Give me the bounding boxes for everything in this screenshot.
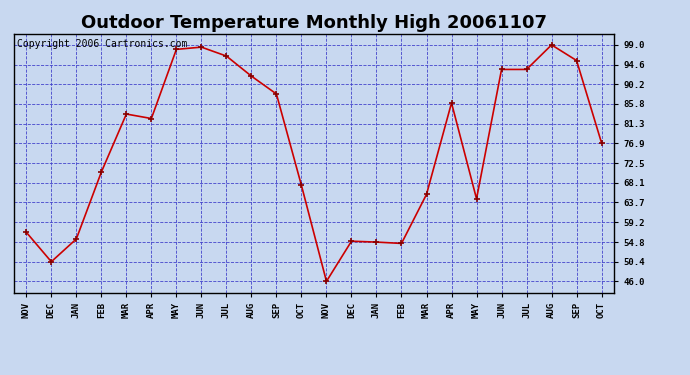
Text: Copyright 2006 Cartronics.com: Copyright 2006 Cartronics.com <box>17 39 187 49</box>
Title: Outdoor Temperature Monthly High 20061107: Outdoor Temperature Monthly High 2006110… <box>81 14 547 32</box>
